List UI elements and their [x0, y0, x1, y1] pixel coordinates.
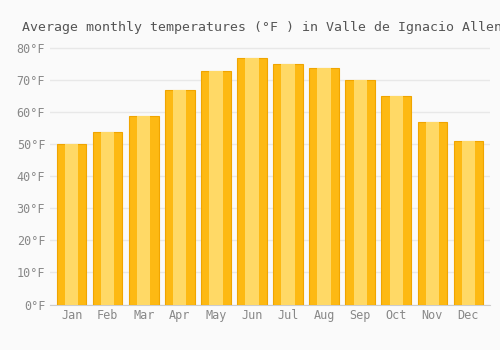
Title: Average monthly temperatures (°F ) in Valle de Ignacio Allende: Average monthly temperatures (°F ) in Va…: [22, 21, 500, 34]
Bar: [418, 122, 447, 304]
Bar: [246, 58, 258, 304]
Bar: [101, 132, 114, 304]
Bar: [237, 58, 267, 304]
Bar: [209, 71, 222, 304]
Bar: [173, 90, 186, 304]
Bar: [282, 64, 294, 304]
Bar: [273, 64, 303, 304]
Bar: [454, 141, 483, 304]
Bar: [137, 116, 150, 304]
Bar: [318, 68, 331, 304]
Bar: [346, 80, 375, 304]
Bar: [129, 116, 158, 304]
Bar: [354, 80, 367, 304]
Bar: [426, 122, 439, 304]
Bar: [462, 141, 475, 304]
Bar: [310, 68, 339, 304]
Bar: [165, 90, 194, 304]
Bar: [65, 145, 78, 304]
Bar: [93, 132, 122, 304]
Bar: [382, 96, 411, 304]
Bar: [390, 96, 403, 304]
Bar: [57, 145, 86, 304]
Bar: [201, 71, 230, 304]
